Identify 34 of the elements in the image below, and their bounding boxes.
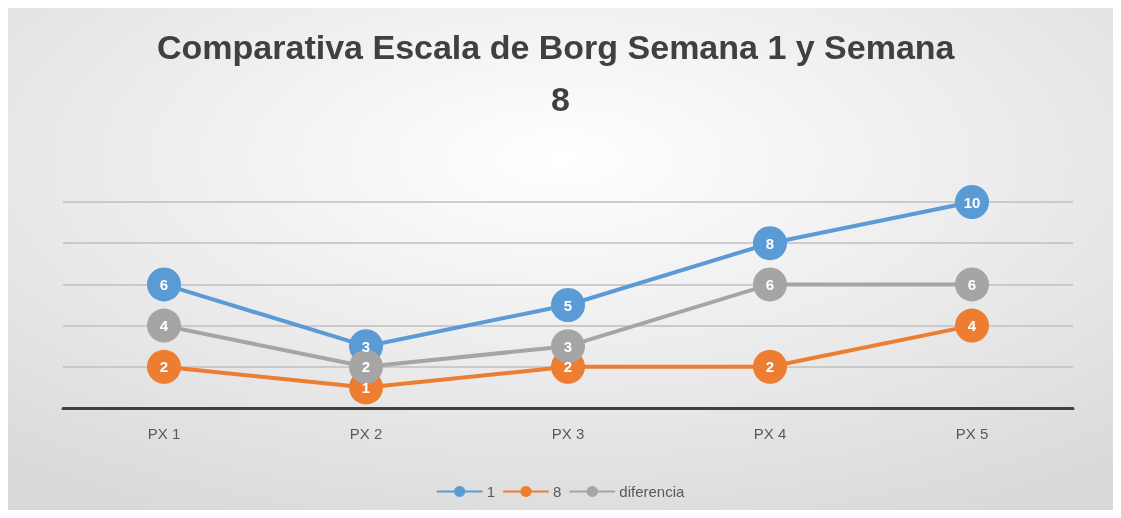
data-label: 2 [765, 358, 775, 376]
legend-label: diferencia [619, 483, 686, 500]
x-tick-label: PX 1 [147, 425, 181, 442]
legend-label: 8 [552, 483, 562, 500]
data-label: 6 [967, 275, 977, 293]
data-label: 3 [563, 337, 573, 355]
point [955, 267, 989, 302]
data-label: 6 [765, 275, 775, 293]
point [753, 226, 787, 261]
point [147, 308, 181, 343]
point [753, 349, 787, 384]
point [551, 329, 585, 364]
data-label: 8 [765, 234, 775, 252]
x-tick-label: PX 4 [753, 425, 787, 442]
x-tick-label: PX 2 [349, 425, 383, 442]
data-label: 3 [361, 337, 371, 355]
chart-title: Comparativa Escala de Borg Semana 1 y Semana 8 [157, 28, 964, 118]
data-label: 10 [963, 193, 981, 211]
point [147, 349, 181, 384]
point [147, 267, 181, 302]
point [955, 308, 989, 343]
data-label: 5 [563, 296, 573, 314]
x-tick-label: PX 3 [551, 425, 585, 442]
point [551, 288, 585, 322]
x-tick-label: PX 5 [955, 425, 989, 442]
legend-label: 1 [486, 483, 495, 500]
data-label: 2 [361, 358, 371, 376]
point [753, 267, 787, 302]
data-label: 1 [361, 378, 371, 396]
data-label: 2 [563, 358, 573, 376]
data-label: 6 [159, 275, 169, 293]
data-label: 4 [967, 317, 977, 335]
data-label: 4 [159, 317, 169, 335]
data-label: 2 [159, 358, 169, 376]
